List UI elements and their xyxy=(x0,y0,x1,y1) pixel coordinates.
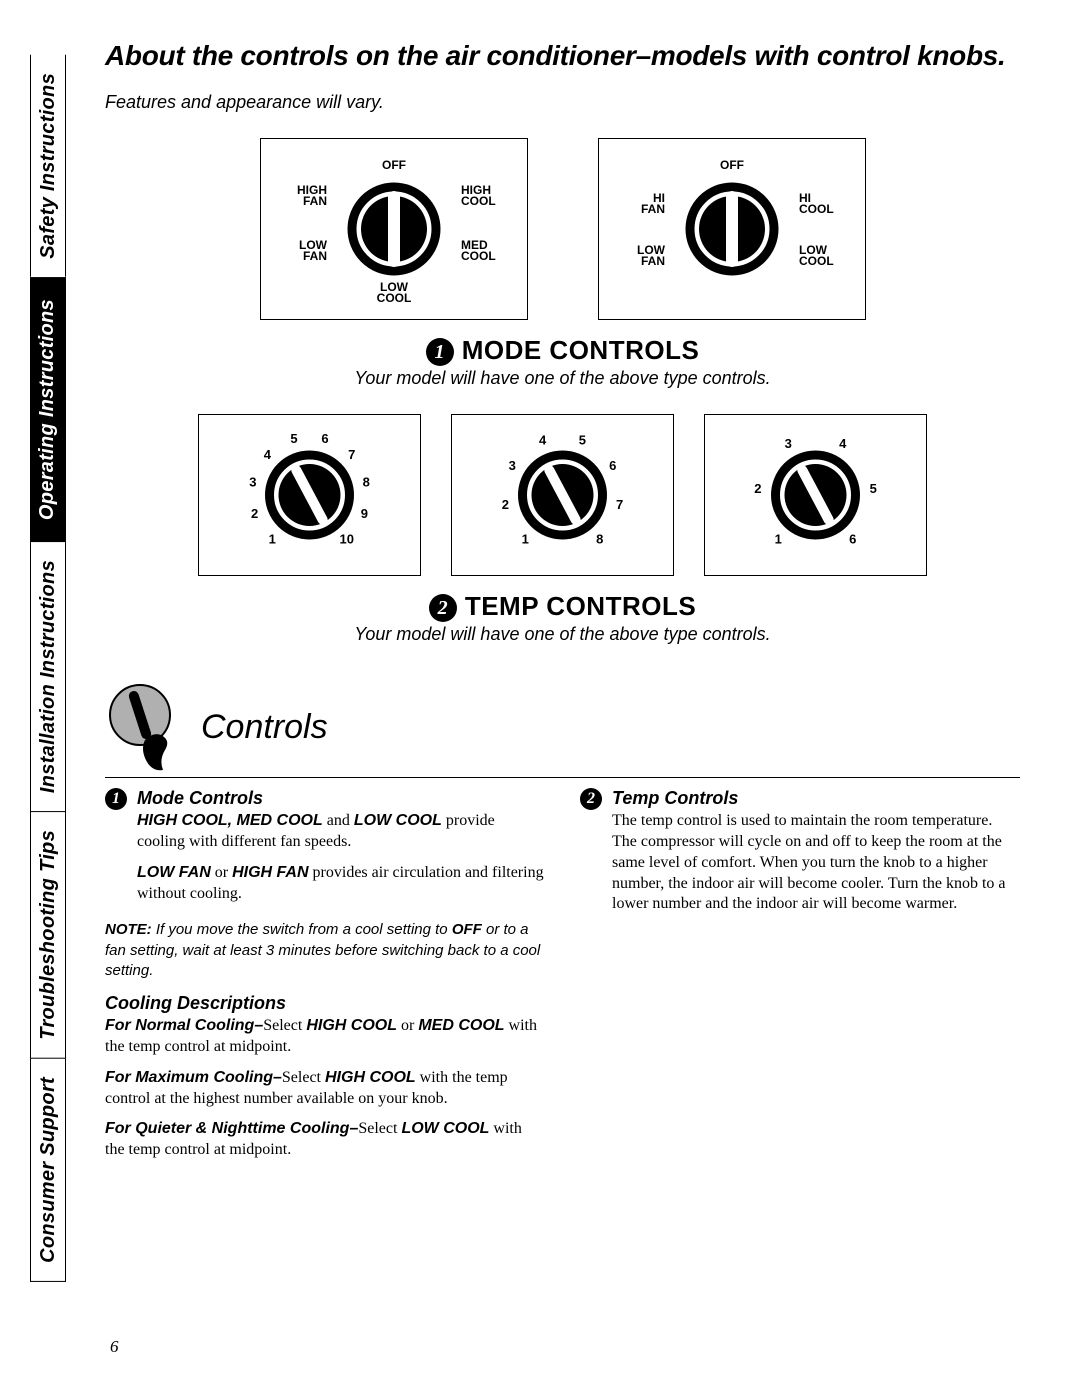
tab-consumer: Consumer Support xyxy=(30,1059,66,1282)
circle-1: 1 xyxy=(426,338,454,366)
temp-knob-6: 1 2 3 4 5 6 xyxy=(704,414,927,576)
mode-note: NOTE: If you move the switch from a cool… xyxy=(105,920,545,981)
svg-text:7: 7 xyxy=(616,497,623,512)
svg-text:2: 2 xyxy=(754,481,761,496)
svg-text:HICOOL: HICOOL xyxy=(799,191,834,216)
mode-knob-b: OFF HIFAN LOWFAN HICOOL LOWCOOL xyxy=(598,138,866,320)
svg-text:3: 3 xyxy=(785,436,792,451)
temp-heading: 2TEMP CONTROLS xyxy=(105,591,1020,622)
col-mode: 1 Mode Controls HIGH COOL, MED COOL and … xyxy=(105,788,545,1171)
tab-operating: Operating Instructions xyxy=(30,277,66,542)
svg-text:LOWCOOL: LOWCOOL xyxy=(799,243,834,268)
svg-text:LOWFAN: LOWFAN xyxy=(299,238,328,263)
circle-2: 2 xyxy=(429,594,457,622)
tab-installation: Installation Instructions xyxy=(30,542,66,812)
svg-text:HIFAN: HIFAN xyxy=(641,191,665,216)
label-off: OFF xyxy=(382,158,406,172)
svg-text:5: 5 xyxy=(579,433,586,448)
svg-text:HIGHCOOL: HIGHCOOL xyxy=(461,183,496,208)
tab-safety: Safety Instructions xyxy=(30,55,66,277)
svg-text:10: 10 xyxy=(340,532,354,547)
mode-knob-row: OFF HIGHFAN LOWFAN HIGHCOOL MEDCOOL LOWC… xyxy=(105,138,1020,320)
svg-text:MEDCOOL: MEDCOOL xyxy=(461,238,496,263)
controls-columns: 1 Mode Controls HIGH COOL, MED COOL and … xyxy=(105,788,1020,1171)
svg-text:2: 2 xyxy=(251,506,258,521)
col-temp: 2 Temp Controls The temp control is used… xyxy=(580,788,1020,1171)
svg-text:6: 6 xyxy=(609,458,616,473)
temp-knob-row: 12345678910 12345678 123456 xyxy=(105,414,1020,576)
svg-text:3: 3 xyxy=(509,458,516,473)
tab-troubleshooting: Troubleshooting Tips xyxy=(30,812,66,1059)
label-off: OFF xyxy=(720,158,744,172)
temp-controls-h: Temp Controls xyxy=(612,788,1020,809)
svg-text:6: 6 xyxy=(321,431,328,446)
mode-controls-h: Mode Controls xyxy=(137,788,545,809)
page-title: About the controls on the air conditione… xyxy=(105,40,1020,72)
mode-p2: LOW FAN or HIGH FAN provides air circula… xyxy=(137,863,545,905)
svg-text:2: 2 xyxy=(502,497,509,512)
svg-text:8: 8 xyxy=(363,475,370,490)
temp-p: The temp control is used to maintain the… xyxy=(612,811,1020,915)
svg-text:9: 9 xyxy=(361,506,368,521)
svg-text:HIGHFAN: HIGHFAN xyxy=(297,183,327,208)
controls-title: Controls xyxy=(201,708,328,747)
svg-text:4: 4 xyxy=(539,433,547,448)
svg-text:7: 7 xyxy=(348,447,355,462)
cooling-desc-h: Cooling Descriptions xyxy=(105,993,545,1014)
mode-sub: Your model will have one of the above ty… xyxy=(105,368,1020,389)
side-tabs: Safety Instructions Operating Instructio… xyxy=(20,40,75,1357)
hand-knob-icon xyxy=(105,680,183,775)
page-subtitle: Features and appearance will vary. xyxy=(105,92,1020,113)
svg-text:LOWFAN: LOWFAN xyxy=(637,243,666,268)
temp-knob-10: 12345678910 xyxy=(198,414,421,576)
svg-text:LOWCOOL: LOWCOOL xyxy=(376,280,411,304)
circle-2-sm: 2 xyxy=(580,788,602,810)
main-content: About the controls on the air conditione… xyxy=(75,40,1020,1357)
svg-text:1: 1 xyxy=(269,532,276,547)
svg-text:4: 4 xyxy=(839,436,847,451)
page-number: 6 xyxy=(110,1337,119,1357)
mode-p1: HIGH COOL, MED COOL and LOW COOL provide… xyxy=(137,811,545,853)
svg-text:4: 4 xyxy=(264,447,272,462)
cooling-1: For Normal Cooling–Select HIGH COOL or M… xyxy=(105,1016,545,1058)
mode-knob-a: OFF HIGHFAN LOWFAN HIGHCOOL MEDCOOL LOWC… xyxy=(260,138,528,320)
svg-text:8: 8 xyxy=(596,532,603,547)
svg-text:1: 1 xyxy=(522,532,529,547)
temp-sub: Your model will have one of the above ty… xyxy=(105,624,1020,645)
controls-header: Controls xyxy=(105,680,1020,778)
svg-text:1: 1 xyxy=(775,532,782,547)
svg-text:6: 6 xyxy=(849,532,856,547)
svg-text:3: 3 xyxy=(249,475,256,490)
svg-text:5: 5 xyxy=(290,431,297,446)
svg-text:5: 5 xyxy=(870,481,877,496)
mode-heading: 1MODE CONTROLS xyxy=(105,335,1020,366)
cooling-2: For Maximum Cooling–Select HIGH COOL wit… xyxy=(105,1068,545,1110)
cooling-3: For Quieter & Nighttime Cooling–Select L… xyxy=(105,1119,545,1161)
temp-knob-8: 1 2 3 4 5 6 7 8 xyxy=(451,414,674,576)
circle-1-sm: 1 xyxy=(105,788,127,810)
